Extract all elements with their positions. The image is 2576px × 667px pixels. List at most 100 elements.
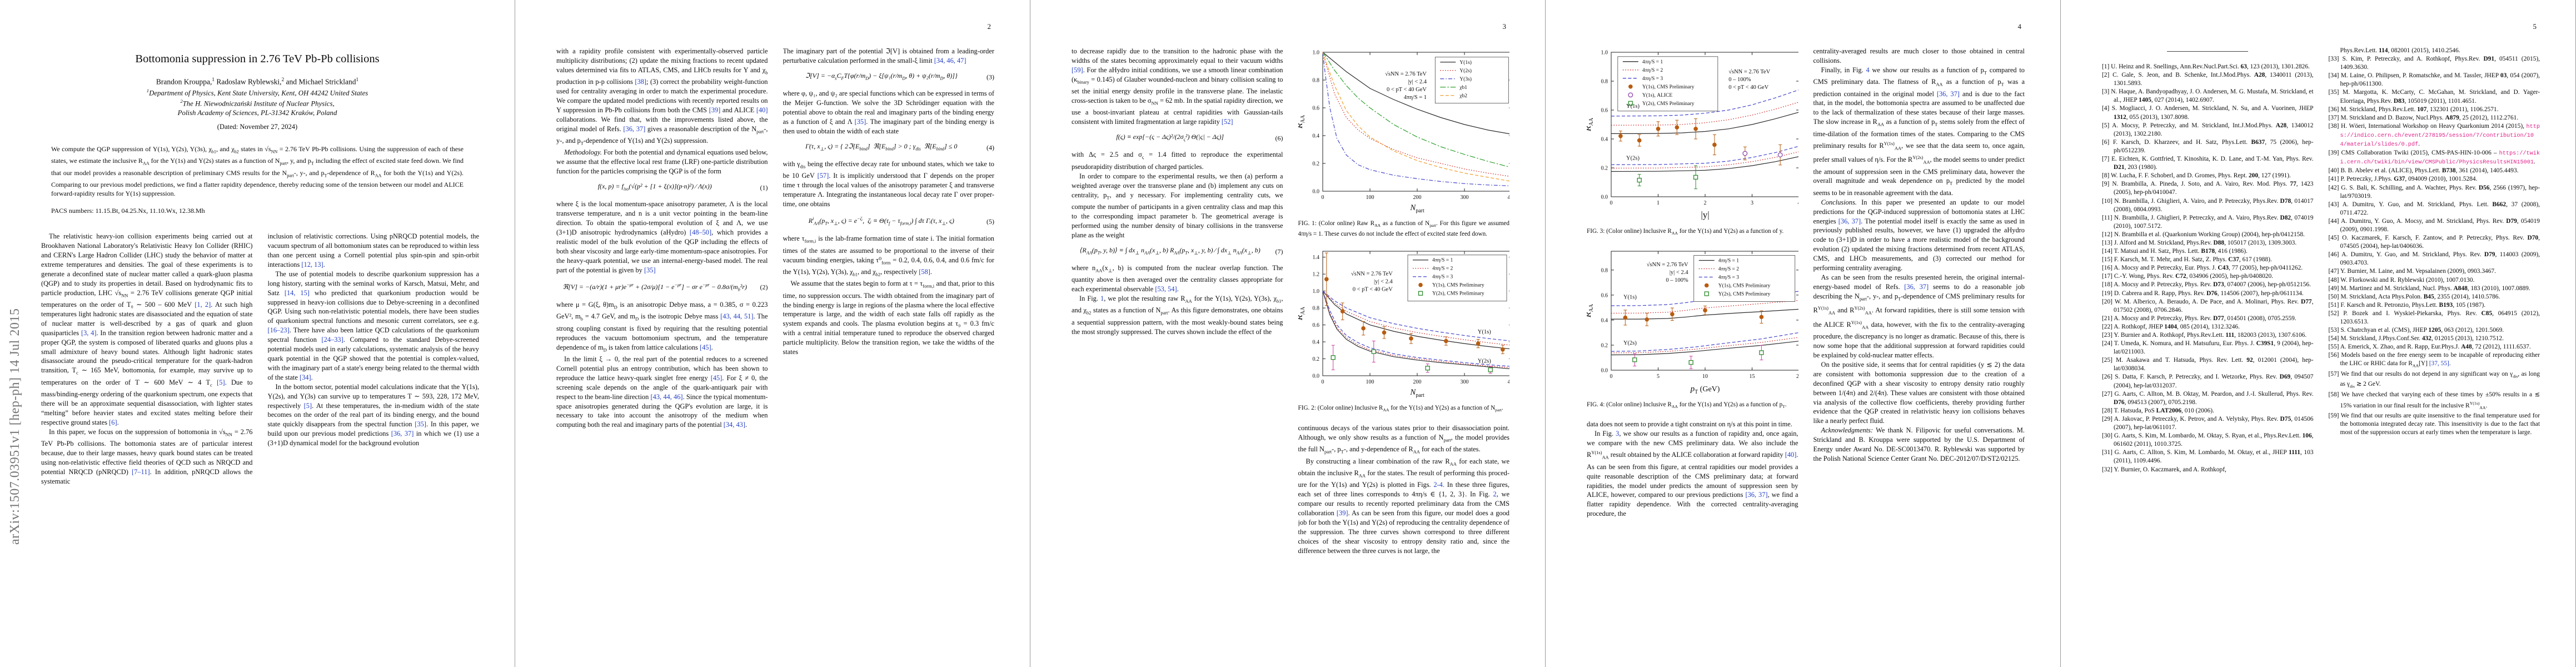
citation-link[interactable]: [35] <box>854 117 866 126</box>
svg-text:0.0: 0.0 <box>1601 367 1608 374</box>
reference-item: [56] Models based on the free energy see… <box>2328 352 2540 369</box>
svg-text:0 < pT < 40 GeV: 0 < pT < 40 GeV <box>1352 287 1392 293</box>
columns: The relativistic heavy-ion collision exp… <box>0 232 515 661</box>
citation-link[interactable]: [52] <box>1221 118 1233 126</box>
paragraph: In this paper, we focus on the suppressi… <box>41 427 253 485</box>
paragraph: where τform,i is the lab-frame formation… <box>783 235 995 277</box>
citation-link[interactable]: [45] <box>699 343 711 351</box>
citation-link[interactable]: [37, 55] <box>2429 360 2449 367</box>
citation-link[interactable]: [5] <box>303 401 312 410</box>
citation-link[interactable]: [1, 2] <box>195 301 211 309</box>
citation-link[interactable]: [36, 37] <box>1745 491 1768 499</box>
paragraph: where ξ is the local momentum-space anis… <box>556 200 768 274</box>
page-number: 3 <box>1502 22 1507 31</box>
citation-link[interactable]: [43, 44, 46] <box>650 392 683 401</box>
svg-text:|y|: |y| <box>1701 210 1709 220</box>
svg-text:Υ(1s), ALICE: Υ(1s), ALICE <box>1642 92 1673 98</box>
svg-text:3: 3 <box>1751 200 1753 206</box>
reference-item: [44] A. Dumitru, Y. Guo, A. Mocsy, and M… <box>2328 217 2540 233</box>
citation-link[interactable]: [16–23] <box>267 326 290 335</box>
citation-link[interactable]: [12, 13] <box>301 260 323 268</box>
svg-text:4πη/S = 3: 4πη/S = 3 <box>1718 275 1740 280</box>
citation-link[interactable]: [53, 54] <box>1155 285 1177 293</box>
reference-item: [21] A. Mocsy and P. Petreczky, Phys. Re… <box>2102 315 2296 322</box>
svg-text:4πη/S = 2: 4πη/S = 2 <box>1718 266 1740 272</box>
external-url-link[interactable]: https://twiki.cern.ch/twiki/bin/view/CMS… <box>2340 151 2540 166</box>
reference-item: [7] E. Eichten, K. Gottfried, T. Kinoshi… <box>2102 156 2314 171</box>
display-equation: Γ(τ, x⊥, ς) = { 2ℑ[Ebind] ℜ[Ebind] > 0 ;… <box>783 142 994 154</box>
reference-item: [51] F. Karsch and R. Petronzio, Phys.Le… <box>2328 301 2486 308</box>
reference-item: [29] A. Jakovac, P. Petreczky, K. Petrov… <box>2102 415 2314 431</box>
reference-item: [12] N. Brambilla et al. (Quarkonium Wor… <box>2102 231 2305 238</box>
citation-link[interactable]: [36, 37] <box>1936 89 1960 98</box>
svg-text:√sNN = 2.76 TeV: √sNN = 2.76 TeV <box>1647 261 1688 268</box>
equation-body: ⟨RAA(pT, y, b)⟩ ≡ ∫ dx⊥ nAA(x⊥, b) RAA(p… <box>1079 246 1260 255</box>
citation-link[interactable]: 3 <box>1616 430 1620 438</box>
reference-item: [2] C. Gale, S. Jeon, and B. Schenke, In… <box>2102 72 2314 87</box>
svg-text:0.0: 0.0 <box>1601 195 1608 201</box>
citation-link[interactable]: [39] <box>709 106 721 114</box>
citation-link[interactable]: [58] <box>919 267 930 276</box>
citation-link[interactable]: [40] <box>756 106 768 114</box>
citation-link[interactable]: [40] <box>1785 451 1797 459</box>
citation-link[interactable]: [36, 37] <box>623 125 646 133</box>
page: 2 with a rapidity profile consistent with… <box>515 0 1030 667</box>
figure-caption: FIG. 4: (Color online) Inclusive RAA for… <box>1587 401 1787 409</box>
citation-link[interactable]: [24–33] <box>321 336 343 344</box>
citation-link[interactable]: 2-4. <box>1433 481 1444 489</box>
page-number: 5 <box>2533 22 2537 31</box>
citation-link[interactable]: [36, 37] <box>391 430 414 438</box>
reference-item: [30] G. Aarts, S. Kim, M. Lombardo, M. O… <box>2102 432 2314 448</box>
citation-link[interactable]: 2 <box>1493 490 1497 499</box>
citation-link[interactable]: [36, 37] <box>1838 217 1861 225</box>
reference-item: [45] O. Kaczmarek, F. Karsch, F. Zantow,… <box>2328 235 2540 250</box>
svg-text:0: 0 <box>1610 374 1613 380</box>
svg-text:1: 1 <box>1657 200 1660 206</box>
fig4-inclusive-raa-vs-pt: 0 5 10 15 20 0.0 0.2 0.4 0.6 0.8 4πη/S = 1 4πη/S = … <box>1587 251 1798 395</box>
svg-text:Υ(3s): Υ(3s) <box>1459 76 1472 82</box>
authors: Brandon Krouppa,1 Radoslaw Ryblewski,2 a… <box>156 77 359 86</box>
equation-body: f(x, p) = fiso(√(p² + [1 + ξ(x)](p·n)²) … <box>597 182 712 192</box>
citation-link[interactable]: [3, 4] <box>81 328 97 337</box>
citation-link[interactable]: [7–11] <box>132 467 150 476</box>
figure-plot: 0 100 200 300 400 0.0 0.2 0.4 0.6 0.8 1.0 Υ(1s) Υ(2s… <box>1298 48 1509 216</box>
svg-text:Υ(1s), CMS Preliminary: Υ(1s), CMS Preliminary <box>1718 282 1771 288</box>
equation-number: (6) <box>1275 134 1283 142</box>
citation-link[interactable]: [6] <box>109 418 117 426</box>
citation-link[interactable]: [34, 43] <box>723 421 745 429</box>
svg-text:0.4: 0.4 <box>1601 317 1608 323</box>
citation-link[interactable]: [57] <box>817 172 829 180</box>
equation-number: (1) <box>760 183 768 192</box>
citation-link[interactable]: 1 <box>1100 295 1104 303</box>
paragraph: centrality-averaged results are much clo… <box>1813 47 2025 64</box>
citation-link[interactable]: [36, 37] <box>1904 282 1929 291</box>
citation-link[interactable]: [59] <box>1072 66 1083 74</box>
svg-text:Υ(2s): Υ(2s) <box>1477 359 1491 365</box>
citation-link[interactable]: [35] <box>415 420 426 429</box>
paragraph: Finally, in Fig. 4 we show our results a… <box>1813 66 2025 197</box>
reference-item: [58] We have checked that varying each o… <box>2328 391 2540 410</box>
citation-link[interactable]: [38] <box>635 78 647 86</box>
display-equation: f(x, p) = fiso(√(p² + [1 + ξ(x)](p·n)²) … <box>556 182 768 194</box>
citation-link[interactable]: [5] <box>217 378 225 386</box>
svg-text:0.6: 0.6 <box>1312 322 1319 328</box>
citation-link[interactable]: [35] <box>644 266 656 274</box>
citation-link[interactable]: [39] <box>1336 509 1348 517</box>
paragraph: with a rapidity profile consistent with … <box>556 47 768 146</box>
citation-link[interactable]: [34] <box>299 373 311 381</box>
citation-link[interactable]: [48–50] <box>689 228 712 237</box>
citation-link[interactable]: 4 <box>1866 66 1870 74</box>
citation-link[interactable]: [34, 46, 47] <box>934 56 966 64</box>
reference-item: [32] Y. Burnier, O. Kaczmarek, and A. Ro… <box>2102 466 2226 473</box>
column-right: inclusion of relativistic corrections. U… <box>268 232 480 661</box>
citation-link[interactable]: [43, 44, 51] <box>720 312 754 321</box>
citation-link[interactable]: [14, 15] <box>284 288 310 297</box>
citation-link[interactable]: [45] <box>710 374 723 382</box>
columns: 0 1 2 3 4 0.0 0.2 0.4 0.6 0.8 1.0 4πη/S = 1 4πη/S = … <box>1546 47 2060 639</box>
paragraph: On the positive side, it seems that for … <box>1813 360 2025 425</box>
external-url-link[interactable]: https://indico.cern.ch/event/278195/sess… <box>2340 123 2540 148</box>
figure-caption: FIG. 3: (Color online) Inclusive RAA for… <box>1587 227 1784 236</box>
equation-body: f(ς) ≡ exp[−(ς − Δς)²/(2σς²) Θ(|ς| − Δς)… <box>1116 133 1224 142</box>
paragraph: In order to compare to the experimental … <box>1072 172 1283 239</box>
